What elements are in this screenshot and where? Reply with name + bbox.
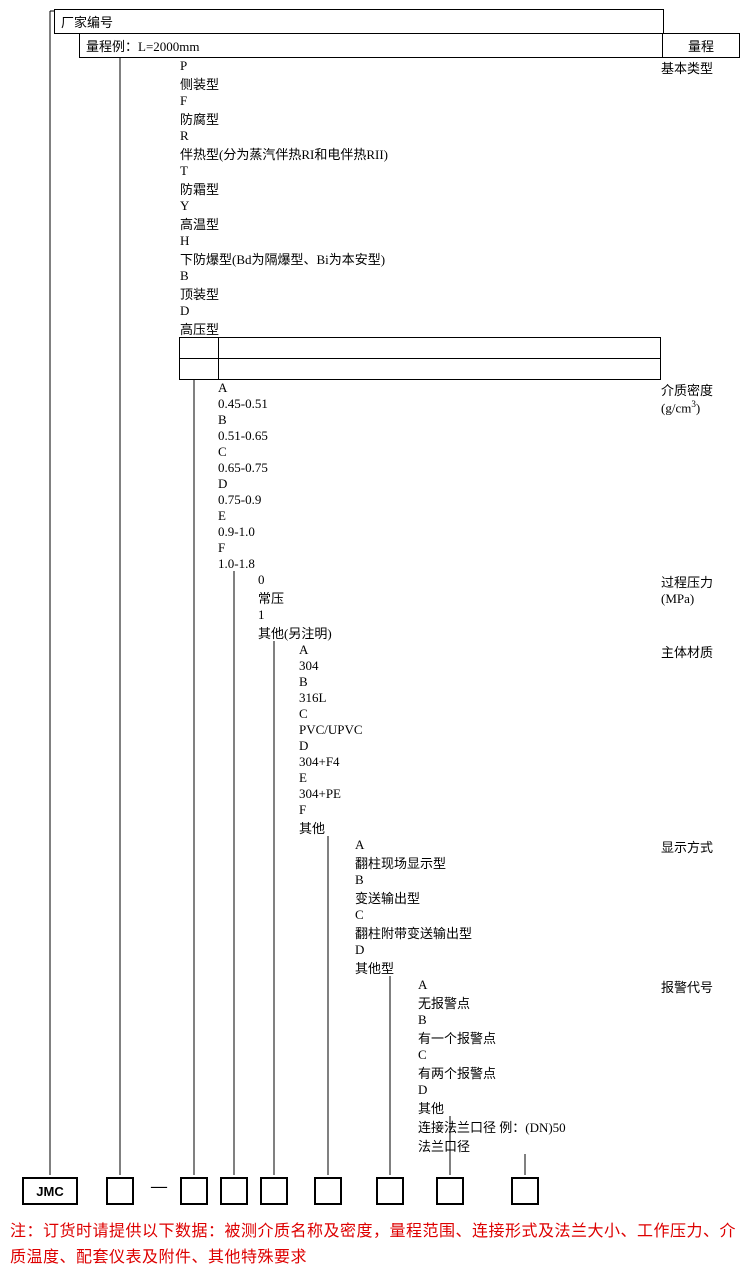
- section-label: 介质密度(g/cm3): [661, 380, 739, 572]
- section-basic_type: P侧装型F防腐型R伴热型(分为蒸汽伴热RI和电伴热RII)T防霜型Y高温型H下防…: [10, 58, 740, 380]
- code-cell: H: [180, 233, 740, 249]
- desc-cell: 下防爆型(Bd为隔爆型、Bi为本安型): [180, 249, 623, 268]
- code-box: [220, 1177, 248, 1205]
- range-example-cell: 量程例：L=2000mm: [79, 33, 663, 58]
- desc-cell: 0.45-0.51: [218, 396, 623, 412]
- code-cell: B: [180, 268, 740, 284]
- section-density: A0.45-0.51B0.51-0.65C0.65-0.75D0.75-0.9E…: [10, 380, 740, 572]
- section-label: 基本类型: [661, 58, 739, 380]
- code-box: [511, 1177, 539, 1205]
- desc-cell: 翻柱附带变送输出型: [355, 923, 623, 942]
- section-flange: 连接法兰口径 例：(DN)50法兰口径: [418, 1117, 740, 1155]
- desc-cell: 防霜型: [180, 179, 623, 198]
- flange-label: 法兰口径: [418, 1136, 740, 1155]
- code-box: [180, 1177, 208, 1205]
- code-box: [376, 1177, 404, 1205]
- code-cell: P: [180, 58, 740, 74]
- code-box: [106, 1177, 134, 1205]
- factory-code-cell: 厂家编号: [54, 9, 664, 34]
- section-pressure: 0常压1其他(另注明)过程压力(MPa): [10, 572, 740, 642]
- section-alarm: A无报警点B有一个报警点C有两个报警点D其他报警代号: [10, 977, 740, 1117]
- desc-cell: 无报警点: [418, 993, 623, 1012]
- header-factory-row: 厂家编号: [55, 10, 740, 34]
- desc-cell: PVC/UPVC: [299, 722, 623, 738]
- desc-cell: 其他: [299, 818, 623, 837]
- desc-cell: 304+F4: [299, 754, 623, 770]
- desc-cell: 防腐型: [180, 109, 623, 128]
- desc-cell: 高压型: [180, 319, 623, 338]
- desc-cell: 顶装型: [180, 284, 623, 303]
- code-cell: Y: [180, 198, 740, 214]
- desc-cell: 其他: [418, 1098, 623, 1117]
- dash-separator: —: [147, 1178, 171, 1196]
- ordering-diagram: 厂家编号 量程例：L=2000mm 量程 P侧装型F防腐型R伴热型(分为蒸汽伴热…: [10, 10, 740, 1207]
- section-label: 报警代号: [661, 977, 739, 1117]
- desc-cell: 变送输出型: [355, 888, 623, 907]
- section-material: A304B316LCPVC/UPVCD304+F4E304+PEF其他主体材质: [10, 642, 740, 837]
- flange-desc: 连接法兰口径 例：(DN)50: [418, 1117, 663, 1136]
- desc-cell: 侧装型: [180, 74, 623, 93]
- desc-cell: 0.75-0.9: [218, 492, 623, 508]
- code-cell: R: [180, 128, 740, 144]
- section-label: 主体材质: [661, 642, 739, 837]
- section-label: 过程压力(MPa): [661, 572, 739, 642]
- ordering-note: 注：订货时请提供以下数据：被测介质名称及密度，量程范围、连接形式及法兰大小、工作…: [10, 1219, 740, 1270]
- section-display: A翻柱现场显示型B变送输出型C翻柱附带变送输出型D其他型显示方式: [10, 837, 740, 977]
- desc-cell: 高温型: [180, 214, 623, 233]
- desc-cell: 0.65-0.75: [218, 460, 623, 476]
- header-range-row: 量程例：L=2000mm 量程: [80, 34, 740, 58]
- desc-cell: 常压: [258, 588, 623, 607]
- desc-cell: 有两个报警点: [418, 1063, 623, 1082]
- desc-cell: 其他(另注明): [258, 623, 623, 642]
- desc-cell: 304: [299, 658, 623, 674]
- jmc-box: JMC: [22, 1177, 78, 1205]
- desc-cell: 316L: [299, 690, 623, 706]
- range-label-cell: 量程: [662, 33, 740, 58]
- code-box: [436, 1177, 464, 1205]
- order-code-boxes: JMC —: [10, 1175, 740, 1207]
- code-cell: T: [180, 163, 740, 179]
- desc-cell: 伴热型(分为蒸汽伴热RI和电伴热RII): [180, 144, 623, 163]
- desc-cell: 有一个报警点: [418, 1028, 623, 1047]
- desc-cell: 其他型: [355, 958, 623, 977]
- code-box: [260, 1177, 288, 1205]
- desc-cell: 1.0-1.8: [218, 556, 623, 572]
- desc-cell: 0.9-1.0: [218, 524, 623, 540]
- code-cell: F: [180, 93, 740, 109]
- code-cell: D: [180, 303, 740, 319]
- desc-cell: 翻柱现场显示型: [355, 853, 623, 872]
- section-label: 显示方式: [661, 837, 739, 977]
- desc-cell: 304+PE: [299, 786, 623, 802]
- desc-cell: 0.51-0.65: [218, 428, 623, 444]
- code-box: [314, 1177, 342, 1205]
